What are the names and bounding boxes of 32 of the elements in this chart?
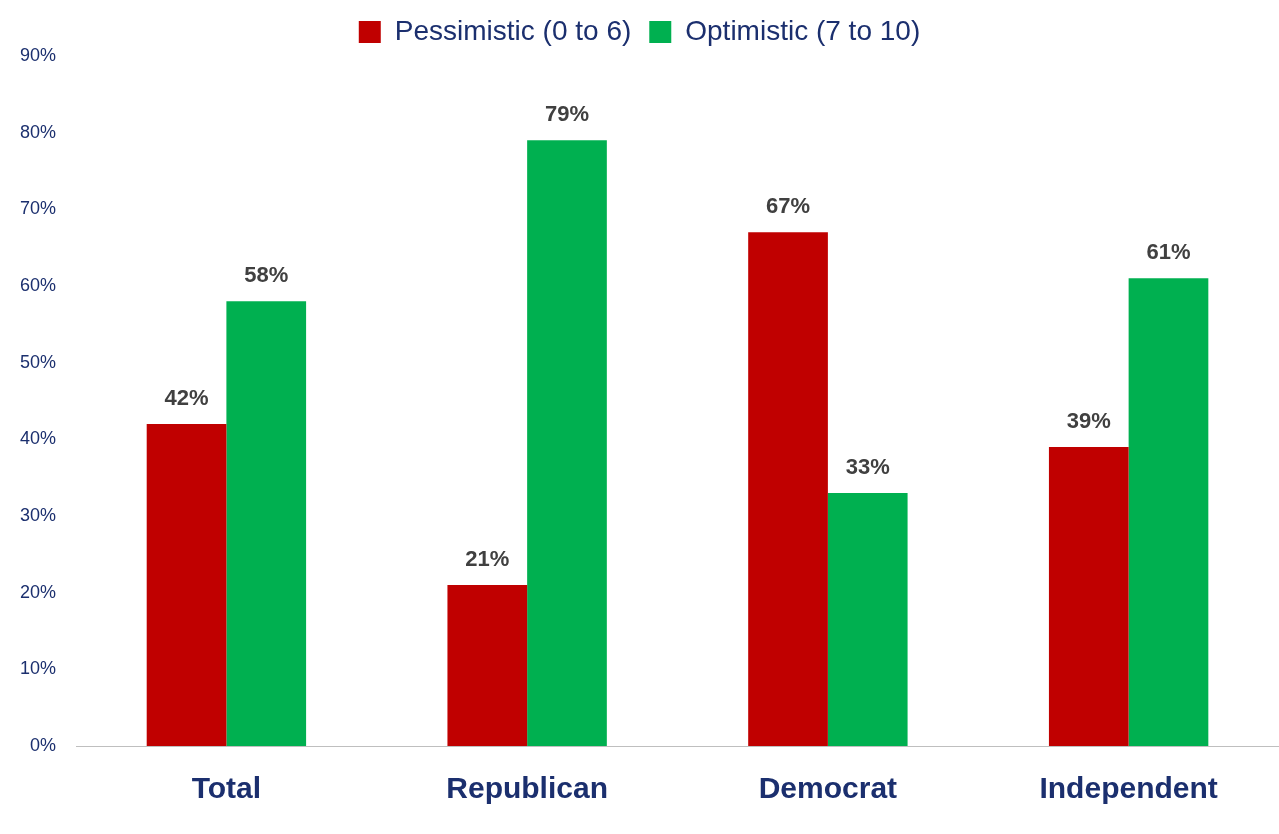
- data-label: 79%: [544, 101, 590, 127]
- y-tick-label: 70%: [20, 198, 57, 219]
- data-label: 67%: [766, 193, 811, 219]
- bar: [748, 232, 828, 746]
- data-label: 21%: [465, 546, 510, 572]
- data-label: 39%: [1066, 408, 1111, 434]
- bar: [447, 585, 528, 746]
- bar: [146, 424, 227, 746]
- y-tick-label: 30%: [20, 504, 57, 525]
- y-tick-label: 60%: [20, 274, 57, 295]
- data-label: 58%: [244, 262, 289, 288]
- x-tick-label: Total: [191, 771, 262, 805]
- y-tick-label: 80%: [20, 121, 57, 142]
- x-tick-label: Republican: [446, 771, 608, 805]
- data-label: 42%: [164, 385, 209, 411]
- y-tick-label: 50%: [20, 351, 57, 372]
- bar: [1128, 278, 1209, 746]
- y-tick-label: 40%: [20, 428, 57, 449]
- bar: [527, 140, 607, 746]
- data-label: 33%: [845, 454, 890, 480]
- y-tick-label: 20%: [20, 581, 57, 602]
- y-tick-label: 10%: [20, 658, 57, 679]
- legend-label: Optimistic (7 to 10): [685, 14, 921, 46]
- bar: [827, 493, 908, 746]
- bar: [1048, 447, 1129, 746]
- x-tick-label: Democrat: [758, 771, 898, 805]
- data-label: 61%: [1146, 239, 1191, 265]
- y-tick-label: 90%: [20, 44, 57, 65]
- bar: [226, 301, 307, 746]
- legend-label: Pessimistic (0 to 6): [394, 14, 632, 46]
- y-tick-label: 0%: [30, 734, 57, 755]
- x-tick-label: Independent: [1039, 771, 1218, 805]
